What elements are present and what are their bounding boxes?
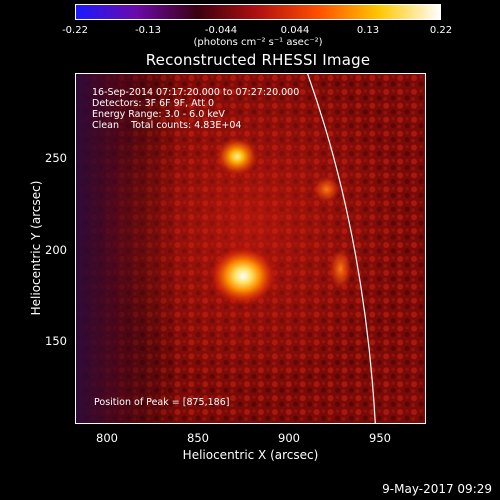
y-tick-label: 150 xyxy=(45,334,67,348)
colorbar xyxy=(75,4,441,20)
y-tick-label: 200 xyxy=(45,243,67,257)
detectors-label: Detectors: 3F 6F 9F, Att 0 xyxy=(92,98,215,109)
colorbar-tick-label: -0.22 xyxy=(62,25,88,36)
time-range-label: 16-Sep-2014 07:17:20.000 to 07:27:20.000 xyxy=(92,87,300,98)
peak-position-label: Position of Peak = [875,186] xyxy=(94,397,230,408)
solar-limb-line xyxy=(307,74,376,423)
colorbar-tick-label: -0.044 xyxy=(204,25,238,36)
y-axis-label: Heliocentric Y (arcsec) xyxy=(29,180,43,316)
colorbar-tick-label: 0.044 xyxy=(280,25,310,36)
footer-date: 9-May-2017 09:29 xyxy=(382,482,492,496)
x-tick-label: 900 xyxy=(278,431,300,445)
x-tick-label: 850 xyxy=(187,431,209,445)
colorbar-tick-label: 0.22 xyxy=(429,25,453,36)
colorbar-tick-label: 0.13 xyxy=(356,25,380,36)
rhessi-map xyxy=(76,74,425,423)
clean-counts-label: Clean Total counts: 4.83E+04 xyxy=(92,120,242,131)
colorbar-tick-label: -0.13 xyxy=(135,25,161,36)
y-tick-label: 250 xyxy=(45,151,67,165)
rhessi-image-plot: 16-Sep-2014 07:17:20.000 to 07:27:20.000… xyxy=(75,73,426,424)
x-tick-label: 950 xyxy=(369,431,391,445)
energy-range-label: Energy Range: 3.0 - 6.0 keV xyxy=(92,109,225,120)
colorbar-units-label: (photons cm⁻² s⁻¹ asec⁻²) xyxy=(193,37,323,48)
x-tick-label: 800 xyxy=(96,431,118,445)
image-title: Reconstructed RHESSI Image xyxy=(145,51,371,69)
x-axis-label: Heliocentric X (arcsec) xyxy=(182,448,319,462)
